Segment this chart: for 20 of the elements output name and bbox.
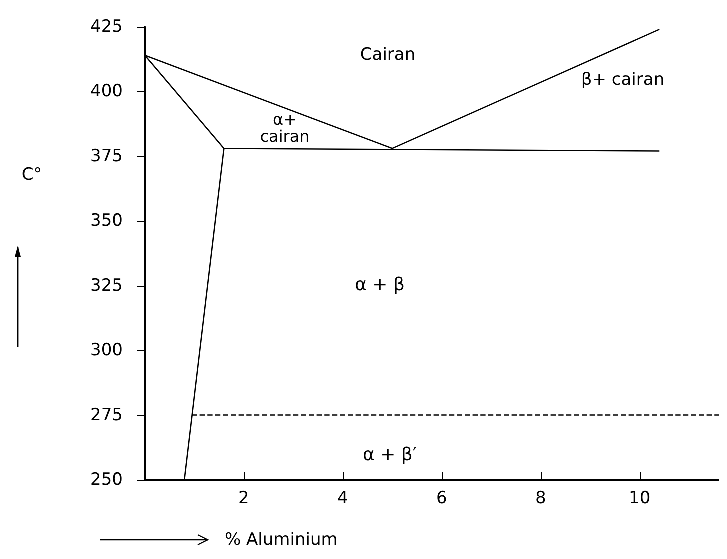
y-tick-label: 350 xyxy=(90,211,123,232)
y-tick-label: 400 xyxy=(90,82,123,102)
x-tick-label: 4 xyxy=(338,488,348,508)
annotation: α+ cairan xyxy=(260,110,310,146)
y-tick-label: 300 xyxy=(90,340,123,361)
y-tick-label: 275 xyxy=(90,405,123,426)
annotation: β+ cairan xyxy=(581,70,665,90)
x-tick-label: 10 xyxy=(629,488,651,508)
y-axis-title: C° xyxy=(22,165,42,185)
y-tick-label: 425 xyxy=(90,17,123,37)
x-tick-label: 2 xyxy=(238,488,250,508)
annotation: α + β xyxy=(355,274,405,296)
annotation: Cairan xyxy=(360,45,416,65)
annotation: α + β′ xyxy=(363,444,417,466)
y-tick-label: 375 xyxy=(90,146,123,166)
x-tick-label: 6 xyxy=(436,488,448,508)
x-axis-title: % Aluminium xyxy=(225,530,338,550)
y-tick-label: 250 xyxy=(90,470,123,490)
x-tick-label: 8 xyxy=(535,488,546,508)
y-tick-label: 325 xyxy=(90,276,123,296)
